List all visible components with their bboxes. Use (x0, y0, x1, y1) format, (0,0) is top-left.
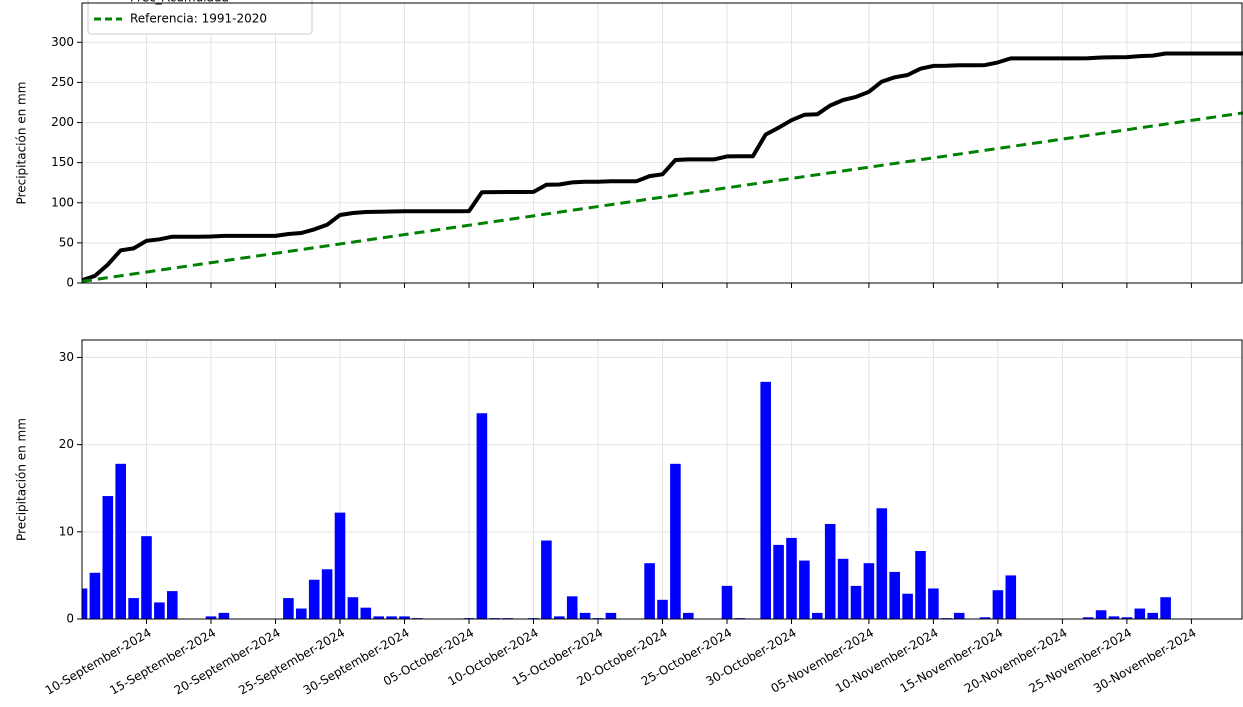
bar (89, 572, 101, 619)
bar (799, 560, 810, 619)
bar (579, 612, 591, 619)
y-tick-label: 150 (51, 155, 74, 169)
bar (386, 616, 397, 619)
y-axis-label: Precipitación en mm (15, 82, 29, 205)
x-tick-label: 25-September-2024 (236, 626, 347, 698)
bar (657, 599, 668, 619)
bar (360, 607, 372, 619)
bar (347, 597, 359, 619)
axes-frame (81, 2, 1243, 284)
bar (1160, 597, 1171, 619)
bar (373, 616, 384, 619)
bar (308, 579, 320, 619)
bar (683, 612, 694, 619)
plot-area (82, 340, 1243, 619)
y-tick-label: 20 (59, 437, 74, 451)
data-line (82, 111, 1243, 283)
bar (541, 540, 552, 619)
bar (296, 608, 307, 619)
bar (1095, 610, 1107, 619)
axes-frame (81, 339, 1243, 620)
x-tick-label: 15-September-2024 (107, 626, 218, 698)
legend-label: Referencia: 1991-2020 (130, 12, 267, 26)
bar (218, 612, 230, 619)
bar (760, 381, 771, 619)
y-tick-label: 0 (66, 612, 74, 626)
bar (321, 569, 333, 619)
y-tick-label: 200 (51, 115, 74, 129)
x-tick-label: 30-September-2024 (301, 626, 412, 698)
bar (863, 563, 875, 619)
y-tick-label: 10 (59, 524, 74, 538)
bar (1108, 616, 1120, 619)
bar (566, 596, 578, 619)
bar (824, 523, 836, 619)
bar (928, 588, 939, 619)
bar (1082, 617, 1094, 619)
bar (154, 602, 165, 619)
bar (102, 496, 114, 619)
x-tick-label: 10-September-2024 (43, 626, 154, 698)
legend: Prec_Acumulada Referencia: 1991-2020 (87, 0, 313, 35)
bar (1147, 612, 1158, 619)
bar (82, 588, 88, 619)
legend-box (87, 0, 313, 35)
bar (644, 563, 655, 619)
plot-area (82, 3, 1243, 283)
y-tick-label: 100 (51, 195, 74, 209)
bar (1134, 608, 1146, 619)
y-axis-label: Precipitación en mm (15, 418, 29, 541)
bar (979, 617, 991, 619)
bar (205, 616, 217, 619)
bar (141, 536, 152, 619)
y-tick-label: 250 (51, 75, 74, 89)
bar (915, 550, 926, 619)
bar (1121, 617, 1133, 619)
bar (902, 593, 913, 619)
bar (773, 544, 784, 619)
bar (786, 537, 797, 619)
bar (399, 616, 410, 619)
bar (554, 616, 565, 619)
bar (128, 598, 139, 619)
bar (167, 591, 178, 619)
bar (605, 612, 617, 619)
data-line (82, 51, 1243, 283)
bar (876, 508, 888, 619)
legend-label: Prec_Acumulada (130, 0, 229, 5)
x-tick-label: 20-September-2024 (172, 626, 283, 698)
bar (670, 463, 681, 619)
y-tick-label: 50 (59, 235, 74, 249)
bar (953, 612, 965, 619)
y-tick-label: 0 (66, 276, 74, 290)
bar (115, 463, 126, 619)
bar (889, 571, 900, 619)
bar (334, 512, 346, 619)
bar (992, 590, 1004, 619)
bar (476, 413, 488, 619)
y-tick-label: 300 (51, 35, 74, 49)
bar (812, 612, 823, 619)
bar (850, 585, 862, 619)
bar (283, 598, 294, 619)
bar (837, 558, 849, 619)
y-tick-label: 30 (59, 350, 74, 364)
bar (1005, 575, 1017, 619)
bar (721, 585, 733, 619)
